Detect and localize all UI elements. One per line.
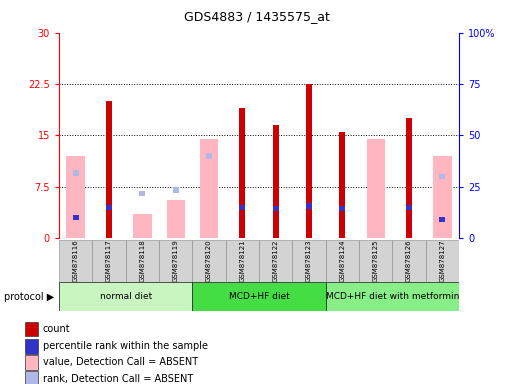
Text: GSM878124: GSM878124	[340, 240, 345, 282]
Bar	[273, 205, 279, 211]
Text: GSM878119: GSM878119	[173, 240, 179, 283]
Bar	[159, 240, 192, 282]
Text: GSM878126: GSM878126	[406, 240, 412, 283]
Text: GSM878127: GSM878127	[440, 240, 445, 283]
Text: MCD+HF diet: MCD+HF diet	[229, 292, 289, 301]
Text: MCD+HF diet with metformin: MCD+HF diet with metformin	[326, 292, 459, 301]
Bar	[25, 355, 38, 370]
Bar	[406, 118, 412, 238]
Bar	[326, 240, 359, 282]
Bar	[92, 240, 126, 282]
Text: rank, Detection Call = ABSENT: rank, Detection Call = ABSENT	[43, 374, 193, 384]
Bar	[67, 156, 85, 238]
Bar	[273, 125, 279, 238]
Bar	[306, 84, 312, 238]
Bar	[326, 282, 459, 311]
Bar	[59, 282, 192, 311]
Bar	[59, 240, 92, 282]
Text: GSM878122: GSM878122	[273, 240, 279, 282]
Bar	[340, 205, 345, 211]
Bar	[73, 215, 78, 220]
Text: GDS4883 / 1435575_at: GDS4883 / 1435575_at	[184, 10, 329, 23]
Bar	[440, 217, 445, 222]
Bar	[25, 371, 38, 384]
Bar	[173, 187, 179, 193]
Bar	[440, 174, 445, 179]
Text: GSM878118: GSM878118	[140, 240, 145, 283]
Bar	[240, 108, 245, 238]
Bar	[25, 321, 38, 336]
Bar	[73, 170, 78, 176]
Bar	[140, 191, 145, 196]
Text: percentile rank within the sample: percentile rank within the sample	[43, 341, 208, 351]
Bar	[433, 156, 451, 238]
Bar	[25, 339, 38, 354]
Bar	[200, 139, 218, 238]
Bar	[206, 153, 212, 159]
Bar	[426, 240, 459, 282]
Text: GSM878123: GSM878123	[306, 240, 312, 283]
Text: protocol ▶: protocol ▶	[4, 291, 54, 302]
Bar	[167, 200, 185, 238]
Bar	[106, 205, 112, 210]
Bar	[126, 240, 159, 282]
Text: GSM878120: GSM878120	[206, 240, 212, 283]
Bar	[292, 240, 326, 282]
Bar	[259, 240, 292, 282]
Text: value, Detection Call = ABSENT: value, Detection Call = ABSENT	[43, 358, 198, 367]
Bar	[359, 240, 392, 282]
Bar	[340, 132, 345, 238]
Bar	[240, 205, 245, 210]
Bar	[367, 139, 385, 238]
Text: normal diet: normal diet	[100, 292, 152, 301]
Text: GSM878116: GSM878116	[73, 240, 78, 283]
Bar	[392, 240, 426, 282]
Text: count: count	[43, 324, 71, 334]
Bar	[406, 205, 412, 210]
Bar	[192, 282, 326, 311]
Bar	[106, 101, 112, 238]
Bar	[192, 240, 226, 282]
Bar	[133, 214, 151, 238]
Text: GSM878121: GSM878121	[240, 240, 245, 283]
Bar	[306, 204, 312, 209]
Text: GSM878117: GSM878117	[106, 240, 112, 283]
Text: GSM878125: GSM878125	[373, 240, 379, 282]
Bar	[226, 240, 259, 282]
